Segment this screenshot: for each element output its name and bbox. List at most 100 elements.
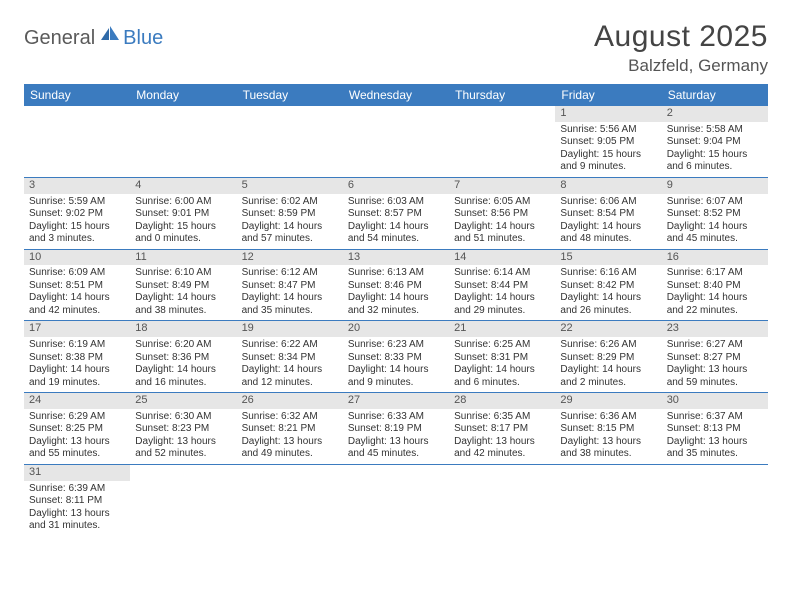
day-line: and 59 minutes.	[667, 377, 763, 390]
day-line: Daylight: 13 hours	[29, 436, 125, 449]
calendar-day-empty	[343, 106, 449, 177]
day-line: Sunset: 8:40 PM	[667, 280, 763, 293]
day-line: Sunrise: 5:58 AM	[667, 124, 763, 137]
day-number: 13	[343, 250, 449, 266]
calendar-day: 5Sunrise: 6:02 AMSunset: 8:59 PMDaylight…	[237, 178, 343, 249]
weekday-label: Tuesday	[237, 84, 343, 106]
day-number: 14	[449, 250, 555, 266]
weekday-label: Friday	[555, 84, 661, 106]
day-number: 1	[555, 106, 661, 122]
day-details: Sunrise: 6:03 AMSunset: 8:57 PMDaylight:…	[343, 194, 449, 249]
day-details: Sunrise: 6:05 AMSunset: 8:56 PMDaylight:…	[449, 194, 555, 249]
day-line: and 52 minutes.	[135, 448, 231, 461]
day-line: Sunrise: 6:03 AM	[348, 196, 444, 209]
day-line: Daylight: 14 hours	[348, 221, 444, 234]
calendar-day: 28Sunrise: 6:35 AMSunset: 8:17 PMDayligh…	[449, 393, 555, 464]
day-details: Sunrise: 6:06 AMSunset: 8:54 PMDaylight:…	[555, 194, 661, 249]
logo: General Blue	[24, 20, 163, 51]
day-number: 5	[237, 178, 343, 194]
day-line: Daylight: 14 hours	[29, 364, 125, 377]
weekday-header: SundayMondayTuesdayWednesdayThursdayFrid…	[24, 84, 768, 106]
weekday-label: Monday	[130, 84, 236, 106]
day-line: Sunset: 8:31 PM	[454, 352, 550, 365]
calendar-week: 1Sunrise: 5:56 AMSunset: 9:05 PMDaylight…	[24, 106, 768, 178]
calendar-day-empty	[555, 465, 661, 536]
day-line: Daylight: 13 hours	[454, 436, 550, 449]
day-line: Daylight: 14 hours	[29, 292, 125, 305]
day-line: Sunrise: 6:25 AM	[454, 339, 550, 352]
day-number: 8	[555, 178, 661, 194]
day-line: and 2 minutes.	[560, 377, 656, 390]
day-line: Sunrise: 6:22 AM	[242, 339, 338, 352]
calendar-day: 3Sunrise: 5:59 AMSunset: 9:02 PMDaylight…	[24, 178, 130, 249]
calendar-day: 18Sunrise: 6:20 AMSunset: 8:36 PMDayligh…	[130, 321, 236, 392]
day-line: and 32 minutes.	[348, 305, 444, 318]
day-details: Sunrise: 6:23 AMSunset: 8:33 PMDaylight:…	[343, 337, 449, 392]
day-line: Daylight: 13 hours	[560, 436, 656, 449]
day-line: Daylight: 14 hours	[667, 292, 763, 305]
day-line: Sunset: 8:42 PM	[560, 280, 656, 293]
calendar-day: 17Sunrise: 6:19 AMSunset: 8:38 PMDayligh…	[24, 321, 130, 392]
title-block: August 2025 Balzfeld, Germany	[594, 20, 768, 76]
day-details: Sunrise: 6:35 AMSunset: 8:17 PMDaylight:…	[449, 409, 555, 464]
day-line: and 19 minutes.	[29, 377, 125, 390]
day-line: Sunrise: 6:17 AM	[667, 267, 763, 280]
day-line: Sunrise: 6:29 AM	[29, 411, 125, 424]
calendar-day-empty	[237, 106, 343, 177]
calendar-day: 30Sunrise: 6:37 AMSunset: 8:13 PMDayligh…	[662, 393, 768, 464]
calendar-week: 17Sunrise: 6:19 AMSunset: 8:38 PMDayligh…	[24, 321, 768, 393]
day-number: 6	[343, 178, 449, 194]
day-details: Sunrise: 6:20 AMSunset: 8:36 PMDaylight:…	[130, 337, 236, 392]
calendar-day-empty	[130, 106, 236, 177]
day-line: Sunrise: 6:19 AM	[29, 339, 125, 352]
day-number: 18	[130, 321, 236, 337]
day-line: Sunset: 9:02 PM	[29, 208, 125, 221]
day-line: Daylight: 15 hours	[29, 221, 125, 234]
calendar-day: 1Sunrise: 5:56 AMSunset: 9:05 PMDaylight…	[555, 106, 661, 177]
day-line: Daylight: 14 hours	[454, 292, 550, 305]
calendar-day: 11Sunrise: 6:10 AMSunset: 8:49 PMDayligh…	[130, 250, 236, 321]
day-line: Daylight: 15 hours	[667, 149, 763, 162]
day-number: 20	[343, 321, 449, 337]
day-line: Sunrise: 5:59 AM	[29, 196, 125, 209]
day-number: 24	[24, 393, 130, 409]
day-line: and 57 minutes.	[242, 233, 338, 246]
day-line: Sunset: 9:05 PM	[560, 136, 656, 149]
day-line: Sunrise: 6:35 AM	[454, 411, 550, 424]
calendar-day: 7Sunrise: 6:05 AMSunset: 8:56 PMDaylight…	[449, 178, 555, 249]
day-line: and 35 minutes.	[667, 448, 763, 461]
day-line: and 29 minutes.	[454, 305, 550, 318]
day-line: Sunrise: 6:33 AM	[348, 411, 444, 424]
day-details: Sunrise: 6:00 AMSunset: 9:01 PMDaylight:…	[130, 194, 236, 249]
day-line: Sunrise: 6:09 AM	[29, 267, 125, 280]
day-number: 27	[343, 393, 449, 409]
day-number: 12	[237, 250, 343, 266]
day-number: 19	[237, 321, 343, 337]
day-number: 10	[24, 250, 130, 266]
weekday-label: Thursday	[449, 84, 555, 106]
calendar-day: 4Sunrise: 6:00 AMSunset: 9:01 PMDaylight…	[130, 178, 236, 249]
day-line: Daylight: 14 hours	[135, 292, 231, 305]
day-line: and 9 minutes.	[348, 377, 444, 390]
day-number: 4	[130, 178, 236, 194]
day-line: Sunrise: 6:20 AM	[135, 339, 231, 352]
day-details: Sunrise: 6:10 AMSunset: 8:49 PMDaylight:…	[130, 265, 236, 320]
day-line: Sunset: 8:59 PM	[242, 208, 338, 221]
day-line: Sunset: 8:25 PM	[29, 423, 125, 436]
day-details: Sunrise: 6:30 AMSunset: 8:23 PMDaylight:…	[130, 409, 236, 464]
day-line: and 49 minutes.	[242, 448, 338, 461]
calendar-day: 24 Sunrise: 6:29 AMSunset: 8:25 PMDayligh…	[24, 393, 130, 464]
calendar-day: 16Sunrise: 6:17 AMSunset: 8:40 PMDayligh…	[662, 250, 768, 321]
day-line: and 42 minutes.	[29, 305, 125, 318]
day-details: Sunrise: 5:56 AMSunset: 9:05 PMDaylight:…	[555, 122, 661, 177]
weekday-label: Sunday	[24, 84, 130, 106]
page-header: General Blue August 2025 Balzfeld, Germa…	[24, 20, 768, 76]
day-number: 7	[449, 178, 555, 194]
day-line: Daylight: 13 hours	[348, 436, 444, 449]
day-line: Daylight: 13 hours	[667, 436, 763, 449]
day-line: Sunrise: 5:56 AM	[560, 124, 656, 137]
day-details: Sunrise: 5:58 AMSunset: 9:04 PMDaylight:…	[662, 122, 768, 177]
day-line: Sunset: 8:51 PM	[29, 280, 125, 293]
calendar-day: 26Sunrise: 6:32 AMSunset: 8:21 PMDayligh…	[237, 393, 343, 464]
logo-text-general: General	[24, 27, 95, 50]
